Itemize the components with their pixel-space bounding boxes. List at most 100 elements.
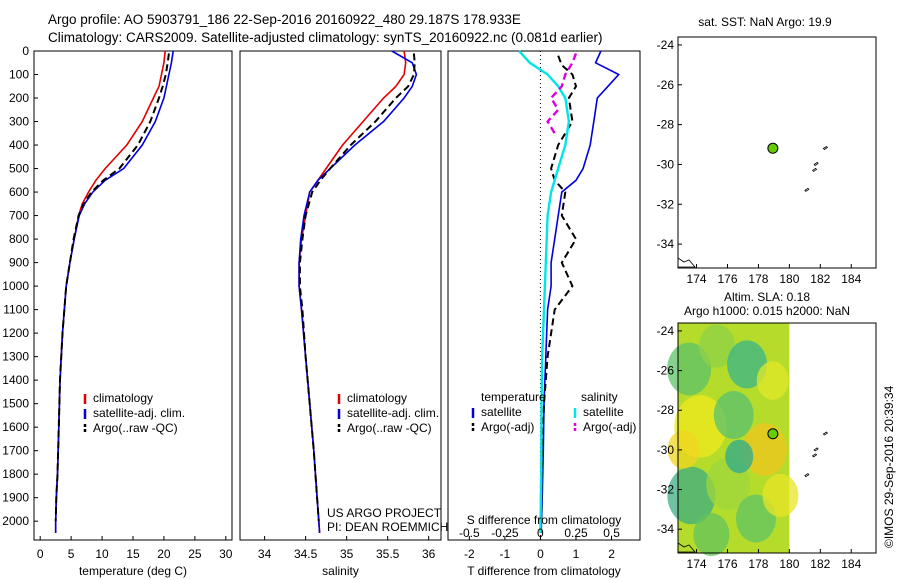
map-y-tick-label: -32: [657, 197, 675, 211]
x-tick-label: 34.5: [294, 547, 318, 561]
sla-map-title-line1: Altim. SLA: 0.18: [724, 290, 810, 304]
map-x-tick-label: 178: [748, 272, 768, 286]
legend-label: satellite-adj. clim.: [93, 406, 185, 420]
y-tick-label: 400: [9, 138, 29, 152]
island-outline: [822, 146, 829, 151]
imos-watermark: ©IMOS 29-Sep-2016 20:39:34: [882, 385, 896, 548]
map-x-tick-label: 174: [687, 557, 707, 571]
temperature-plot-frame: [33, 50, 233, 541]
x-tick-label: 15: [126, 547, 140, 561]
y-tick-label: 1100: [3, 303, 29, 317]
map-y-tick-label: -30: [657, 157, 675, 171]
difference-plot-frame: [447, 50, 641, 541]
sst-map-frame: [677, 36, 877, 269]
series-line: [298, 50, 418, 533]
x-tick-label: -1: [500, 547, 511, 561]
y-tick-label: 1000: [2, 279, 29, 293]
y-tick-label: 200: [9, 91, 29, 105]
map-x-tick-label: 184: [841, 557, 861, 571]
heatmap-cell: [667, 466, 716, 525]
island-outline: [811, 453, 818, 458]
x-tick-label: -2: [464, 547, 475, 561]
series-line: [54, 50, 174, 533]
y-tick-label: 500: [9, 162, 29, 176]
salinity-axis-label: salinity: [322, 564, 359, 578]
s-tick-label: 0: [537, 526, 544, 540]
map-y-tick-label: -24: [657, 38, 675, 52]
argo-position-marker: [767, 428, 779, 440]
coastline: [677, 257, 696, 268]
map-y-tick-label: -26: [657, 364, 675, 378]
y-tick-label: 2000: [2, 514, 29, 528]
y-tick-label: 300: [9, 115, 29, 129]
x-tick-label: 34: [258, 547, 272, 561]
y-tick-label: 1500: [2, 397, 29, 411]
map-y-tick-label: -28: [657, 118, 675, 132]
x-tick-label: 1: [573, 547, 580, 561]
map-x-tick-label: 176: [717, 272, 737, 286]
heatmap-cell: [693, 513, 730, 557]
x-tick-label: 35: [340, 547, 354, 561]
series-line: [540, 50, 620, 533]
legend-label: satellite: [583, 405, 624, 419]
s-tick-label: 0.5: [603, 526, 620, 540]
pi-credit: PI: DEAN ROEMMICH: [327, 520, 448, 534]
x-tick-label: 30: [219, 547, 233, 561]
map-y-tick-label: -32: [657, 483, 675, 497]
s-difference-axis-label: S difference from climatology: [467, 513, 622, 527]
x-tick-label: 5: [68, 547, 75, 561]
legend-label: climatology: [347, 391, 407, 405]
map-x-tick-label: 178: [748, 557, 768, 571]
heatmap-cell: [725, 439, 754, 474]
series-line: [546, 52, 578, 134]
legend-label: climatology: [93, 391, 153, 405]
map-y-tick-label: -30: [657, 443, 675, 457]
series-line: [298, 53, 416, 522]
y-tick-label: 700: [9, 209, 29, 223]
island-outline: [822, 431, 829, 436]
sla-map-title-line2: Argo h1000: 0.015 h2000: NaN: [684, 304, 850, 318]
sla-map-frame: [677, 322, 877, 554]
legend-header-salinity: salinity: [581, 390, 618, 404]
series-line: [54, 50, 166, 533]
s-tick-label: -0.5: [459, 526, 480, 540]
map-x-tick-label: 180: [779, 272, 799, 286]
x-tick-label: 2: [608, 547, 615, 561]
project-credit: US ARGO PROJECT: [327, 506, 442, 520]
legend-header-temperature: temperature: [481, 390, 546, 404]
x-tick-label: 35.5: [376, 547, 400, 561]
y-tick-label: 1400: [2, 373, 29, 387]
map-y-tick-label: -34: [657, 237, 675, 251]
island-outline: [813, 447, 819, 452]
y-tick-label: 100: [9, 68, 29, 82]
y-tick-label: 1800: [2, 467, 29, 481]
y-tick-label: 1600: [2, 420, 29, 434]
legend-label: Argo(..raw -QC): [93, 421, 178, 435]
climatology-subtitle: Climatology: CARS2009. Satellite-adjuste…: [48, 30, 603, 45]
map-x-tick-label: 174: [687, 272, 707, 286]
x-tick-label: 36: [422, 547, 436, 561]
y-tick-label: 1200: [2, 326, 29, 340]
island-outline: [811, 167, 818, 172]
map-y-tick-label: -34: [657, 522, 675, 536]
legend-label: satellite: [481, 405, 522, 419]
series-line: [518, 50, 571, 533]
island-outline: [804, 473, 810, 478]
profile-title: Argo profile: AO 5903791_186 22-Sep-2016…: [48, 12, 521, 27]
map-x-tick-label: 184: [841, 272, 861, 286]
series-line: [540, 55, 578, 522]
island-outline: [813, 161, 819, 166]
heatmap-cell: [756, 361, 789, 400]
y-tick-label: 1900: [2, 491, 29, 505]
salinity-plot-frame: [239, 50, 442, 541]
map-y-tick-label: -28: [657, 403, 675, 417]
heatmap-cell: [713, 391, 754, 439]
s-tick-label: 0.25: [564, 526, 588, 540]
island-outline: [804, 187, 810, 192]
map-x-tick-label: 182: [810, 557, 830, 571]
y-tick-label: 1300: [2, 350, 29, 364]
y-tick-label: 600: [9, 185, 29, 199]
y-tick-label: 800: [9, 232, 29, 246]
argo-position-marker: [767, 142, 779, 154]
map-y-tick-label: -26: [657, 78, 675, 92]
